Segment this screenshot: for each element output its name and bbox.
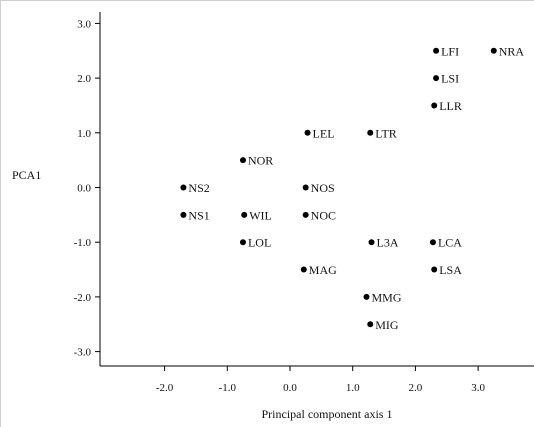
- y-tick-label: 3.0: [77, 18, 91, 30]
- data-point-lol: [239, 239, 246, 246]
- point-label-nra: NRA: [499, 44, 525, 58]
- point-label-lsa: LSA: [439, 263, 462, 277]
- data-point-lsa: [431, 266, 438, 273]
- point-label-mag: MAG: [309, 263, 337, 277]
- point-label-ns1: NS1: [188, 208, 209, 222]
- point-label-ns2: NS2: [188, 181, 209, 195]
- data-point-ns1: [180, 211, 187, 218]
- data-point-llr: [431, 102, 438, 109]
- y-tick-label: -1.0: [74, 237, 92, 249]
- y-tick-label: -3.0: [74, 347, 92, 359]
- point-label-noc: NOC: [311, 208, 336, 222]
- x-axis-ticks: -2.0 -1.0 0.0 1.0 2.0 3.0: [156, 366, 485, 394]
- data-point-lel: [304, 129, 311, 136]
- data-point-wil: [241, 211, 248, 218]
- point-label-lfi: LFI: [441, 44, 459, 58]
- y-axis-ticks: 3.0 2.0 1.0 0.0 -1.0 -2.0 -3.0: [74, 18, 100, 359]
- data-point-l3a: [368, 239, 375, 246]
- y-tick-label: 0.0: [77, 183, 91, 195]
- data-point-noc: [302, 211, 309, 218]
- y-tick-label: 1.0: [77, 128, 91, 140]
- point-label-llr: LLR: [439, 99, 462, 113]
- data-point-mag: [300, 266, 307, 273]
- data-point-mig: [367, 321, 374, 328]
- x-axis-title: Principal component axis 1: [262, 407, 393, 421]
- point-label-ltr: LTR: [375, 126, 397, 140]
- data-point-ns2: [180, 184, 187, 191]
- y-tick-label: -2.0: [74, 292, 92, 304]
- data-point-nos: [302, 184, 309, 191]
- x-tick-label: 0.0: [283, 382, 297, 394]
- data-point-nor: [239, 157, 246, 164]
- point-label-mig: MIG: [375, 318, 399, 332]
- x-tick-label: 1.0: [346, 382, 360, 394]
- point-label-l3a: L3A: [377, 236, 399, 250]
- point-label-lol: LOL: [248, 236, 271, 250]
- point-label-nos: NOS: [311, 181, 335, 195]
- data-point-mmg: [363, 293, 370, 300]
- x-tick-label: -1.0: [219, 382, 237, 394]
- data-point-lca: [429, 239, 436, 246]
- point-label-nor: NOR: [248, 154, 273, 168]
- data-point-nra: [490, 47, 497, 54]
- x-tick-label: 2.0: [409, 382, 423, 394]
- y-axis-title: PCA1: [12, 168, 41, 182]
- point-label-mmg: MMG: [371, 290, 401, 304]
- data-point-lfi: [433, 47, 440, 54]
- point-label-lsi: LSI: [441, 72, 459, 86]
- point-label-lca: LCA: [438, 236, 462, 250]
- data-point-lsi: [433, 75, 440, 82]
- point-label-lel: LEL: [313, 126, 335, 140]
- x-tick-label: -2.0: [156, 382, 174, 394]
- x-tick-label: 3.0: [471, 382, 485, 394]
- y-tick-label: 2.0: [77, 73, 91, 85]
- point-label-wil: WIL: [249, 208, 272, 222]
- data-points: LFI NRA LSI LLR LEL LTR NOR NS2 NOS NS1 WIL NOC LOL L…: [180, 44, 524, 332]
- data-point-ltr: [367, 129, 374, 136]
